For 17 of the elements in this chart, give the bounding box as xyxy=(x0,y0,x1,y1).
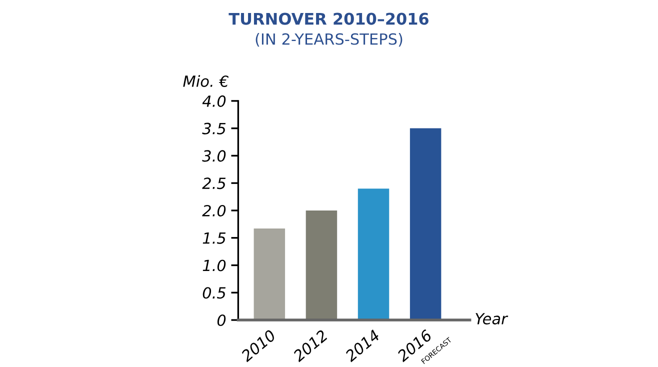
y-tick-label: 2.5 xyxy=(202,178,226,190)
chart-title: TURNOVER 2010–2016 xyxy=(228,12,428,25)
y-tick-label: 1.0 xyxy=(202,260,226,272)
bar xyxy=(358,188,390,320)
y-tick-label: 3.5 xyxy=(202,122,226,134)
bar xyxy=(254,228,286,320)
bar xyxy=(410,128,442,320)
y-tick-label: 0 xyxy=(217,314,226,326)
y-tick-label: 2.0 xyxy=(202,204,226,216)
y-tick-label: 3.0 xyxy=(202,150,226,162)
y-tick-label: 1.5 xyxy=(202,232,226,244)
x-axis-title: Year xyxy=(476,313,508,324)
chart-subtitle: (IN 2-YEARS-STEPS) xyxy=(256,32,402,47)
y-tick-label: 0.5 xyxy=(202,287,226,299)
bar xyxy=(306,210,338,320)
y-tick-label: 4.0 xyxy=(202,95,226,107)
y-axis-title: Mio. € xyxy=(183,75,228,88)
